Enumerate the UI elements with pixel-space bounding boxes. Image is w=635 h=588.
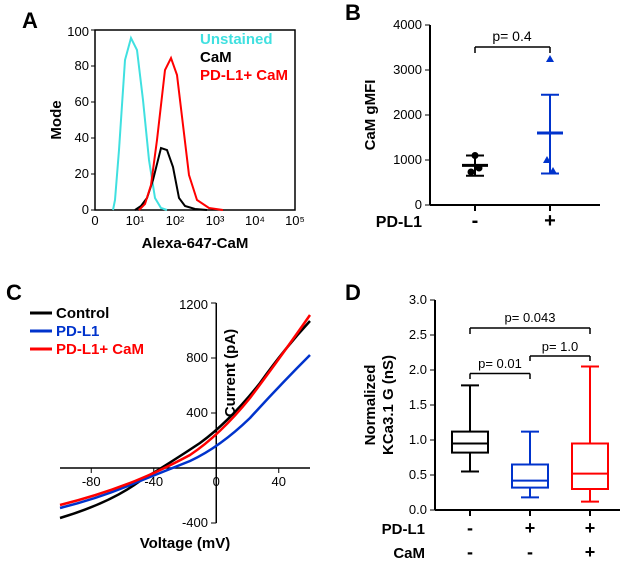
svg-text:2.0: 2.0 [409,362,427,377]
panel-a-label: A [22,8,38,34]
panel-a-svg: 0 20 40 60 80 100 0 10¹ 10² 10³ 10⁴ 1 [40,15,320,260]
svg-text:-80: -80 [82,474,101,489]
svg-text:-: - [467,542,473,562]
group-minus [462,152,488,176]
svg-text:10⁴: 10⁴ [245,213,265,228]
p-10: p= 1.0 [542,339,579,354]
svg-text:3000: 3000 [393,62,422,77]
svg-text:0.0: 0.0 [409,502,427,517]
svg-text:10²: 10² [166,213,185,228]
panel-d-ylabel1: Normalized [362,365,379,446]
box-3 [572,367,608,502]
legend-pdl1cam: PD-L1+ CaM [200,67,288,84]
panel-a-xticks: 0 10¹ 10² 10³ 10⁴ 10⁵ [91,213,305,228]
svg-text:800: 800 [186,350,208,365]
svg-text:100: 100 [67,24,89,39]
svg-text:+: + [525,518,536,538]
p-text-b: p= 0.4 [492,28,532,44]
svg-text:1.0: 1.0 [409,432,427,447]
svg-text:1.5: 1.5 [409,397,427,412]
svg-text:20: 20 [75,166,89,181]
panel-d-svg: 0.0 0.5 1.0 1.5 2.0 2.5 3.0 [355,288,635,583]
box-1 [452,385,488,471]
panel-a-ylabel: Mode [48,100,65,139]
svg-text:2.5: 2.5 [409,327,427,342]
svg-text:0: 0 [91,213,98,228]
svg-text:0: 0 [82,202,89,217]
svg-text:40: 40 [75,130,89,145]
svg-text:400: 400 [186,405,208,420]
p-001: p= 0.01 [478,356,522,371]
svg-text:10⁵: 10⁵ [285,213,305,228]
svg-text:2000: 2000 [393,107,422,122]
svg-text:PD-L1: PD-L1 [382,521,425,538]
svg-text:10³: 10³ [206,213,225,228]
p-brackets: p= 0.01 p= 1.0 p= 0.043 [470,310,590,379]
svg-text:60: 60 [75,94,89,109]
svg-text:3.0: 3.0 [409,292,427,307]
svg-text:40: 40 [272,474,286,489]
panel-c-xlabel: Voltage (mV) [140,535,231,552]
panel-c-svg: -80 -40 0 40 -400 400 800 1200 [10,288,330,578]
svg-text:+: + [585,518,596,538]
panel-b-ylabel: CaM gMFI [362,80,379,151]
svg-text:1000: 1000 [393,152,422,167]
panel-a: 0 20 40 60 80 100 0 10¹ 10² 10³ 10⁴ 1 [40,15,320,260]
panel-d-ylabel2: KCa3.1 G (nS) [380,355,397,455]
svg-text:80: 80 [75,58,89,73]
panel-b: 0 1000 2000 3000 4000 [355,10,630,270]
legend-unstained: Unstained [200,31,273,48]
p-043: p= 0.043 [505,310,556,325]
panel-b-yticks: 0 1000 2000 3000 4000 [393,17,430,212]
panel-c: -80 -40 0 40 -400 400 800 1200 [10,288,330,578]
svg-text:1200: 1200 [179,297,208,312]
panel-d-yticks: 0.0 0.5 1.0 1.5 2.0 2.5 3.0 [409,292,435,517]
panel-b-xlabel: PD-L1 [376,214,422,231]
panel-d-xlabels: PD-L1 - + + CaM - - + [382,518,596,562]
panel-d: 0.0 0.5 1.0 1.5 2.0 2.5 3.0 [355,288,635,583]
svg-text:4000: 4000 [393,17,422,32]
svg-text:10¹: 10¹ [126,213,145,228]
svg-text:0: 0 [415,197,422,212]
svg-text:+: + [585,542,596,562]
legend-pdl1: PD-L1 [56,323,99,340]
legend-cam: CaM [200,49,232,66]
svg-text:0.5: 0.5 [409,467,427,482]
cat-minus: - [472,210,479,232]
cat-plus: + [544,210,556,232]
panel-b-svg: 0 1000 2000 3000 4000 [355,10,630,270]
panel-a-xlabel: Alexa-647-CaM [142,235,249,252]
panel-c-yticks: -400 400 800 1200 [179,297,216,530]
svg-text:-400: -400 [182,515,208,530]
panel-c-ylabel: Current (pA) [222,329,239,417]
svg-text:CaM: CaM [393,545,425,562]
svg-text:0: 0 [213,474,220,489]
legend-control: Control [56,305,109,322]
panel-a-yticks: 0 20 40 60 80 100 [67,24,95,217]
legend-pdl1cam-c: PD-L1+ CaM [56,341,144,358]
box-2 [512,432,548,498]
panel-c-legend: Control PD-L1 PD-L1+ CaM [30,305,144,358]
panel-c-xticks: -80 -40 0 40 [82,468,286,489]
svg-text:-: - [527,542,533,562]
group-plus [537,55,563,174]
svg-text:-: - [467,518,473,538]
